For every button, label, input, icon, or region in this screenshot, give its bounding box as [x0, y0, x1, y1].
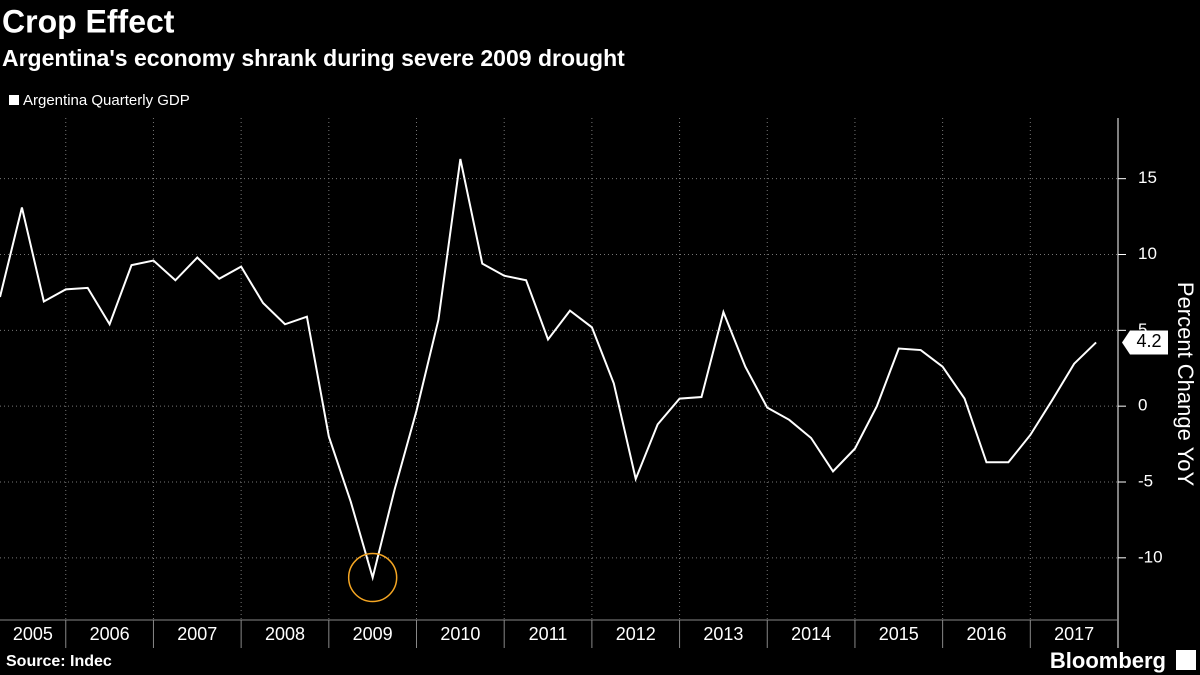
y-axis-label: Percent Change YoY: [1173, 282, 1198, 487]
y-tick-label: 10: [1138, 244, 1157, 263]
x-tick-label: 2016: [966, 624, 1006, 644]
x-tick-label: 2011: [529, 624, 568, 644]
legend-swatch: [9, 95, 19, 105]
x-tick-label: 2017: [1054, 624, 1094, 644]
y-tick-label: 0: [1138, 396, 1147, 415]
x-tick-label: 2005: [13, 624, 53, 644]
y-tick-label: 5: [1138, 320, 1147, 339]
last-value-tag: [1122, 330, 1168, 355]
y-tick-label: 15: [1138, 168, 1157, 187]
legend-label: Argentina Quarterly GDP: [23, 92, 190, 109]
line-series: [0, 158, 1097, 582]
chart-title: Crop Effect: [2, 3, 175, 39]
source: Source: Indec: [6, 653, 112, 670]
x-tick-label: 2014: [791, 624, 831, 644]
y-tick-label: -5: [1138, 471, 1153, 490]
y-tick-label: -10: [1138, 547, 1163, 566]
x-tick-label: 2008: [265, 624, 305, 644]
highlight-circle: [347, 552, 398, 603]
last-value-label: 4.2: [1136, 331, 1161, 351]
x-tick-label: 2015: [879, 624, 919, 644]
x-tick-label: 2010: [440, 624, 480, 644]
brand: Bloomberg: [1050, 648, 1166, 673]
x-tick-label: 2006: [90, 624, 130, 644]
chart-subtitle: Argentina's economy shrank during severe…: [2, 45, 625, 71]
x-tick-label: 2009: [353, 624, 393, 644]
x-tick-label: 2012: [616, 624, 656, 644]
brand-icon: [1176, 650, 1196, 670]
x-tick-label: 2007: [177, 624, 217, 644]
x-tick-label: 2013: [703, 624, 743, 644]
